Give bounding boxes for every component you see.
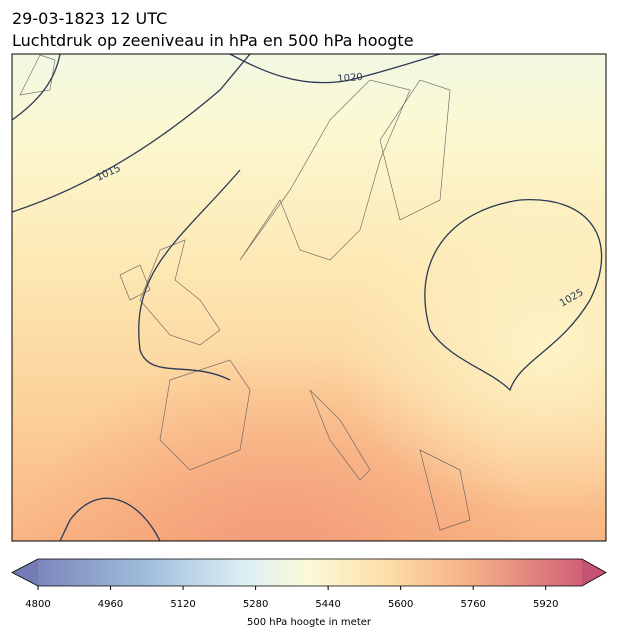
colorbar: 500 hPa hoogte in meter 4800 4960 5120 5280… — [11, 558, 607, 628]
map: 1015 1020 1025 — [12, 54, 606, 541]
date: 29-03-1823 12 UTC — [12, 9, 167, 28]
contour-label: 1020 — [337, 72, 363, 85]
colorbar-label: 500 hPa hoogte in meter — [247, 617, 372, 628]
title: Luchtdruk op zeeniveau in hPa en 500 hPa… — [12, 31, 414, 50]
colorbar-tick-label: 5760 — [460, 599, 485, 610]
colorbar-tick-label: 4960 — [98, 599, 123, 610]
colorbar-tick-label: 5920 — [533, 599, 558, 610]
colorbar-tick-label: 5440 — [315, 599, 340, 610]
colorbar-tick-label: 5600 — [388, 599, 413, 610]
colorbar-tick-label: 5120 — [170, 599, 195, 610]
map-frame — [11, 53, 607, 542]
colorbar-tick-label: 5280 — [243, 599, 268, 610]
colorbar-tick-label: 4800 — [25, 599, 50, 610]
